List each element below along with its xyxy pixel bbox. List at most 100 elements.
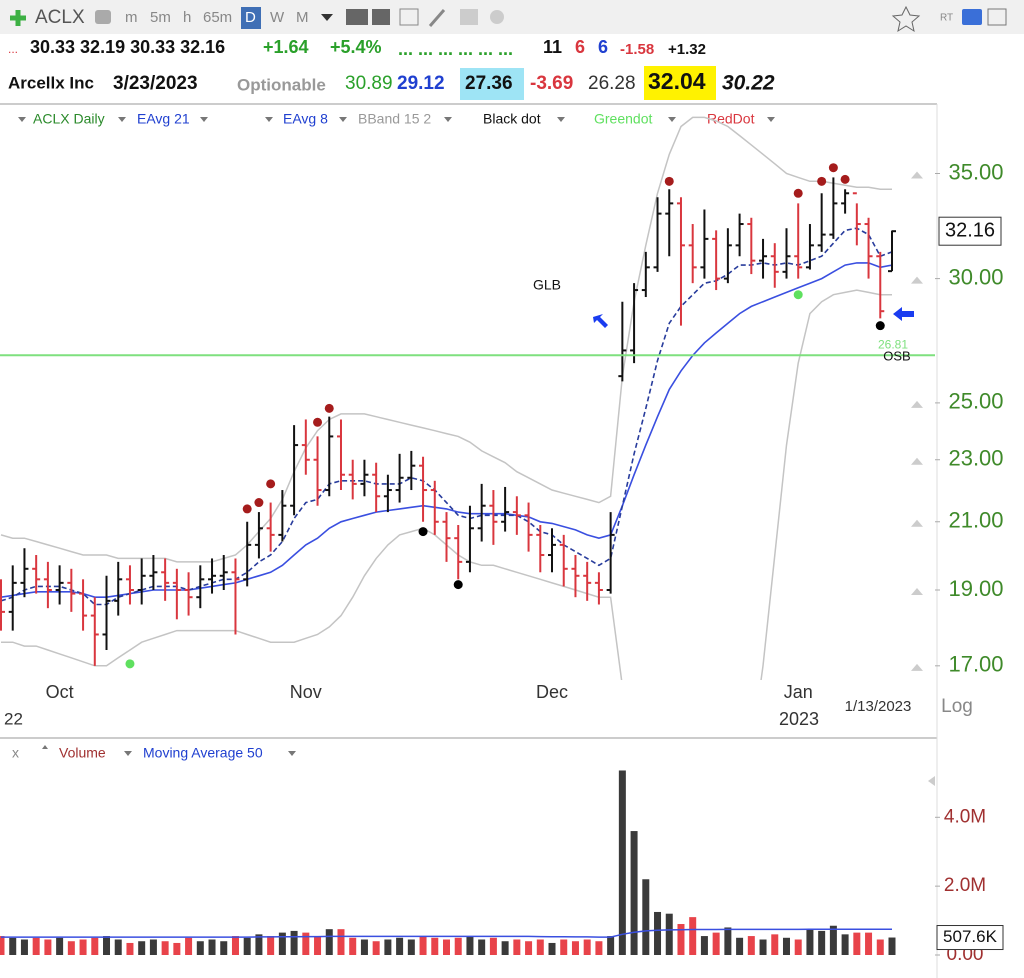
field: -3.69 [530,73,573,94]
volume-bar [0,936,5,955]
volume-bar [9,937,17,955]
signal-dot [664,176,674,186]
volume-bar [466,936,474,955]
interval[interactable]: m [125,9,138,26]
symbol[interactable]: ACLX [35,7,85,28]
legend-entry[interactable]: RedDot [707,111,755,127]
volume-bar [431,937,439,955]
volume-bar [349,937,357,955]
x-tick-label: Jan [784,682,813,702]
volume-bar [712,932,720,955]
close-button[interactable]: x [12,745,19,761]
volume-bar [771,934,779,955]
rt-label[interactable]: RT [940,13,953,24]
icon[interactable] [490,10,504,24]
volume-bar [794,939,802,955]
dropdown-arrows[interactable] [18,117,775,122]
highlight [644,66,716,100]
scale-label: Log [941,696,973,717]
field: 32.04 [648,68,706,94]
legend-entry[interactable]: Black dot [483,111,541,127]
signal-dot [875,321,885,331]
volume-bar [302,932,310,955]
arrow-marker [593,314,608,328]
volume-bar [325,929,333,955]
legend-entry[interactable]: Greendot [594,111,652,127]
legend-entry[interactable]: EAvg 8 [283,111,328,127]
moving-average [0,227,893,606]
quote-dots: ... [8,42,18,56]
interval[interactable]: h [183,9,191,26]
field: 26.28 [588,73,636,94]
signal-dot [793,290,803,300]
volume-bar [267,936,275,955]
volume-bar [372,941,380,955]
volume-bar [501,941,509,955]
count: 6 [575,37,585,57]
add-icon[interactable] [10,10,26,26]
signal-dot [418,527,428,537]
interval[interactable]: W [270,9,285,26]
ohlc: 30.33 32.19 30.33 32.16 [30,37,225,57]
volume-bar [360,939,368,955]
volume-bar [67,941,75,955]
interval-selected[interactable] [241,7,261,29]
volume-bar [865,932,873,955]
volume-bar [654,911,662,955]
placeholders: ... ... ... ... ... ... [398,39,513,59]
last-value-box [938,216,1002,246]
scroll-marker [911,457,923,465]
interval[interactable]: 5m [150,9,171,26]
icon[interactable] [428,9,446,27]
volume-bar [196,941,204,955]
volume-bar [806,929,814,955]
signal-dot [313,417,323,427]
volume-bar [759,939,767,955]
signal-dot [453,580,463,590]
last-value-label: 507.6K [943,927,998,946]
signal-dot [242,504,252,514]
legend-entry[interactable]: EAvg 21 [137,111,190,127]
volume-bar [56,937,64,955]
legend-entry[interactable]: BBand 15 2 [358,111,431,127]
dropdown[interactable] [321,14,333,21]
icon[interactable] [987,8,1007,26]
icon[interactable] [95,10,111,24]
volume-bar [91,937,99,955]
arrow-marker [893,307,914,321]
icon[interactable] [460,9,478,25]
legend-entry[interactable]: Volume [59,745,106,761]
volume-bar [443,939,450,955]
volume-bar [571,941,579,955]
volume-bar [32,937,40,955]
legend-entry[interactable]: Moving Average 50 [143,745,263,761]
scroll-marker [911,400,923,408]
dropdown-arrows[interactable] [42,745,296,756]
volume-bar [841,934,849,955]
icon[interactable] [346,9,368,25]
star-icon[interactable] [891,5,921,33]
scroll-marker [928,776,935,786]
volume-bar [243,937,251,955]
interval[interactable]: D [245,9,256,26]
legend-entry[interactable]: ACLX Daily [33,111,105,127]
signal-dot [324,403,334,413]
volume-bar [548,942,556,955]
volume-bar [782,937,790,955]
volume-bar [853,932,861,955]
volume-bar [607,936,615,955]
volume-bar [876,939,884,955]
moving-average [1,928,892,938]
icon[interactable] [962,9,982,25]
icon[interactable] [399,8,419,26]
interval[interactable]: M [296,9,309,26]
volume-bar [79,939,87,955]
y-tick-label: 2.0M [944,875,986,896]
interval[interactable]: 65m [203,9,232,26]
icon[interactable] [372,9,390,25]
price-plot [0,116,896,680]
x-tick-label: Oct [46,682,74,702]
volume-bar [173,942,181,955]
volume-bar [478,939,486,955]
